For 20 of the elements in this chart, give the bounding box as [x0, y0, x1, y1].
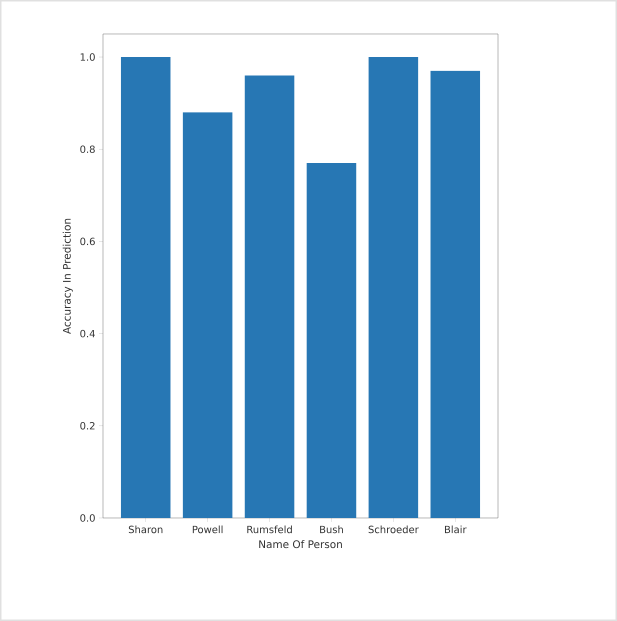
y-tick-label: 0.0: [80, 514, 95, 522]
x-axis-title: Name Of Person: [259, 540, 342, 548]
bar: [244, 75, 294, 518]
bar: [306, 163, 356, 518]
bar: [430, 70, 480, 518]
y-axis-title: Accuracy In Prediction: [62, 218, 73, 334]
x-tick-label: Rumsfeld: [247, 526, 292, 534]
y-tick-label: 1.0: [80, 53, 95, 61]
x-tick-label: Blair: [444, 526, 467, 534]
y-tick-label: 0.8: [80, 145, 95, 153]
bar: [368, 57, 418, 518]
x-tick-label: Schroeder: [368, 526, 419, 534]
bar: [120, 57, 170, 518]
x-tick-label: Powell: [192, 526, 222, 534]
y-tick-label: 0.4: [80, 330, 95, 338]
bar: [182, 112, 232, 518]
y-tick-label: 0.2: [80, 422, 94, 430]
x-tick-label: Bush: [320, 526, 343, 534]
y-tick-label: 0.6: [80, 238, 95, 246]
x-tick-label: Sharon: [128, 526, 162, 534]
